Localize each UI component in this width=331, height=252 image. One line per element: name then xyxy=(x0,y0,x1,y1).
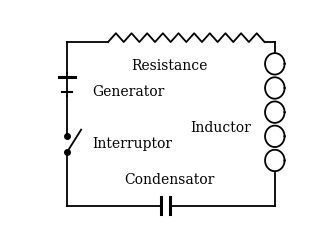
Text: Resistance: Resistance xyxy=(131,58,208,72)
Text: Inductor: Inductor xyxy=(191,120,251,134)
Text: Condensator: Condensator xyxy=(124,173,215,186)
Text: Generator: Generator xyxy=(93,84,165,98)
Text: Interruptor: Interruptor xyxy=(93,137,173,151)
